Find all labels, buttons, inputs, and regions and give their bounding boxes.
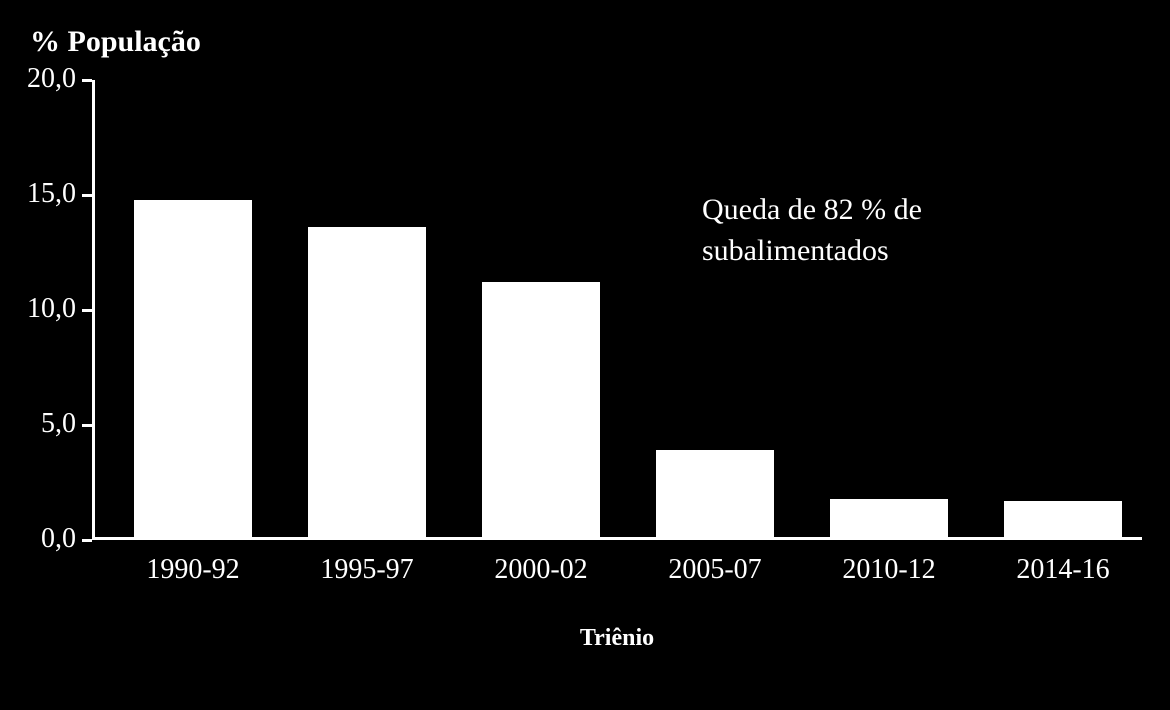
annotation-text: Queda de 82 % de subalimentados	[702, 190, 922, 271]
annotation-line-1: Queda de 82 % de	[702, 193, 922, 226]
y-tick-mark	[82, 194, 92, 197]
bar	[308, 227, 426, 540]
y-tick-label: 0,0	[0, 523, 76, 555]
plot-area	[92, 80, 1142, 540]
y-tick-mark	[82, 424, 92, 427]
y-tick-mark	[82, 539, 92, 542]
x-tick-label: 1995-97	[287, 554, 447, 586]
bar	[830, 499, 948, 540]
bar	[656, 450, 774, 540]
annotation-line-2: subalimentados	[702, 234, 889, 267]
y-tick-mark	[82, 79, 92, 82]
x-axis-title: Triênio	[517, 625, 717, 652]
y-axis-line	[92, 80, 95, 540]
x-tick-label: 2014-16	[983, 554, 1143, 586]
y-tick-label: 15,0	[0, 178, 76, 210]
x-tick-label: 2005-07	[635, 554, 795, 586]
bar	[482, 282, 600, 540]
x-tick-label: 2010-12	[809, 554, 969, 586]
bar	[1004, 501, 1122, 540]
chart-container: % População Queda de 82 % de subalimenta…	[0, 0, 1170, 710]
y-tick-label: 5,0	[0, 408, 76, 440]
y-tick-mark	[82, 309, 92, 312]
x-tick-label: 1990-92	[113, 554, 273, 586]
y-tick-label: 10,0	[0, 293, 76, 325]
bar	[134, 200, 252, 540]
y-tick-label: 20,0	[0, 63, 76, 95]
x-tick-label: 2000-02	[461, 554, 621, 586]
y-axis-title: % População	[30, 25, 201, 59]
